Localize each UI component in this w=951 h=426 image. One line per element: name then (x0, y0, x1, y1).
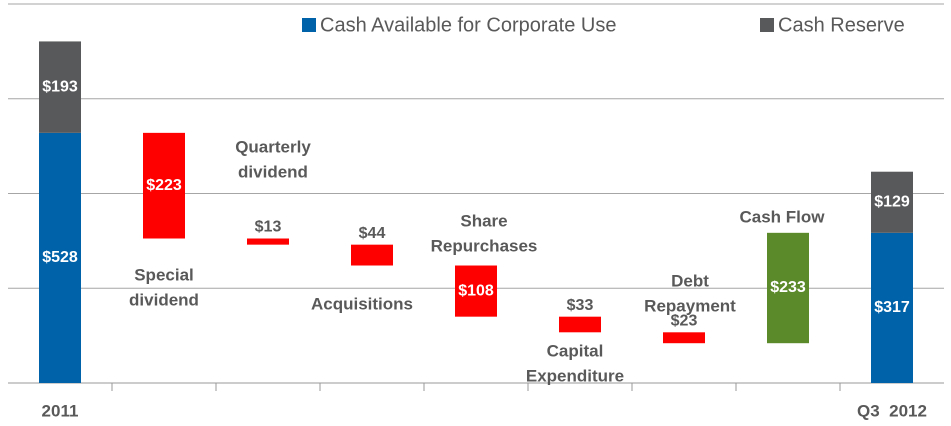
step-label: dividend (238, 162, 308, 181)
value-label: $44 (359, 225, 386, 242)
step-label: Special (134, 265, 194, 284)
value-label: $129 (874, 193, 910, 210)
step-label: Quarterly (235, 137, 311, 156)
step-bar (663, 332, 705, 344)
legend-label: Cash Available for Corporate Use (320, 14, 616, 36)
bar (871, 232, 913, 383)
step-bar (143, 132, 185, 239)
step-label: Debt (671, 271, 709, 290)
value-label: $317 (874, 299, 910, 316)
value-label: $23 (671, 313, 698, 330)
value-label: $528 (42, 249, 78, 266)
step-label: Capital (547, 341, 604, 360)
step-bar (559, 316, 601, 333)
bar (871, 171, 913, 233)
x-tick-label: 2011 (42, 401, 79, 420)
value-label: $33 (567, 297, 594, 314)
step-bar (455, 265, 497, 317)
step-label: Acquisitions (311, 294, 413, 313)
value-label: $108 (458, 282, 494, 299)
step-label: Share (460, 211, 507, 230)
step-label: dividend (129, 290, 199, 309)
bar (39, 41, 81, 133)
step-label: Repayment (644, 296, 736, 315)
value-label: $13 (255, 219, 282, 236)
legend-swatch (302, 18, 316, 32)
value-label: $193 (42, 78, 78, 95)
x-tick-label: Q3 2012 (857, 401, 927, 420)
value-label: $233 (770, 279, 806, 296)
legend-swatch (760, 18, 774, 32)
step-bar (767, 232, 809, 344)
bar (39, 132, 81, 383)
value-label: $223 (146, 177, 182, 194)
step-label: Expenditure (526, 366, 624, 385)
step-label: Cash Flow (739, 207, 825, 226)
step-label: Repurchases (431, 236, 538, 255)
step-bar (247, 238, 289, 245)
legend-label: Cash Reserve (778, 14, 905, 36)
step-bar (351, 244, 393, 266)
